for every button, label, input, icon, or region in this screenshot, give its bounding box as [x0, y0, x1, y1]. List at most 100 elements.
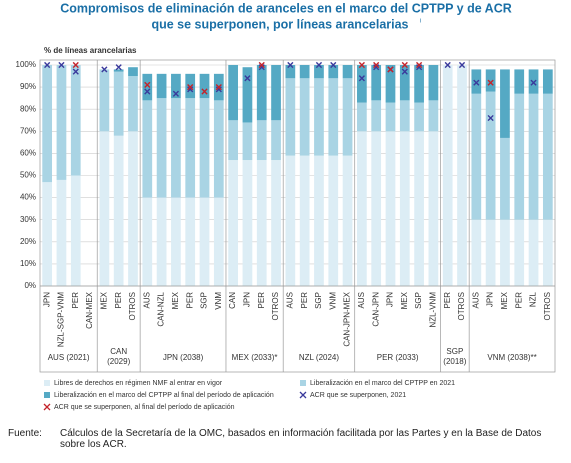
marker: [215, 86, 222, 93]
marker: [487, 79, 494, 86]
x-tick-label: PER: [514, 292, 523, 309]
x-tick-label: OTROS: [271, 292, 280, 320]
bar-segment: [471, 69, 482, 94]
bar-segment: [357, 102, 367, 132]
legend-label: Liberalización en el marco del CPTPP en …: [310, 380, 455, 387]
bar-segment: [171, 98, 181, 198]
bar-segment: [142, 73, 153, 101]
x-tick-label: SGP: [414, 292, 423, 309]
bar-segment: [256, 65, 267, 121]
marker: [530, 79, 537, 86]
bar-segment: [442, 65, 453, 286]
marker: [172, 90, 179, 97]
x-tick-label: OTROS: [128, 292, 137, 320]
bar-segment: [414, 65, 424, 103]
bar-segment: [128, 67, 138, 77]
bar-segment: [514, 69, 525, 94]
x-tick-label: CAN: [228, 292, 237, 309]
bar-segment: [471, 219, 482, 286]
bar-segment: [528, 219, 539, 286]
marker: [373, 64, 380, 71]
legend-swatch: [300, 380, 306, 386]
bar-segment: [514, 219, 525, 286]
x-tick-label: PER: [185, 292, 194, 309]
x-tick-label: AUS: [471, 292, 480, 308]
bar-segment: [500, 137, 510, 220]
bar-segment: [414, 102, 424, 132]
bar-segment: [314, 65, 324, 79]
marker: [358, 61, 365, 69]
bar-segment: [328, 65, 339, 79]
title-superscript: i: [420, 19, 421, 25]
x-tick-label: OTROS: [457, 292, 466, 320]
bar-segment: [271, 160, 281, 286]
x-tick-label: JPN: [486, 292, 495, 307]
bar-segment: [399, 65, 410, 101]
group-label: VNM (2038)**: [487, 353, 536, 362]
source-label: Fuente:: [8, 428, 42, 439]
bar-segment: [242, 67, 253, 123]
page: Compromisos de eliminación de aranceles …: [8, 1, 556, 450]
source-note: Fuente: Cálculos de la Secretaría de la O…: [8, 428, 564, 450]
y-tick-label: 80%: [20, 104, 36, 113]
bar-segment: [471, 93, 482, 220]
bar-segment: [256, 160, 267, 286]
bar-segment: [342, 78, 353, 156]
legend-label: ACR que se superponen, 2021: [310, 392, 406, 399]
bar-segment: [314, 78, 324, 156]
legend-label: Liberalización en el marco del CPTPP al …: [54, 392, 274, 399]
bar-segment: [285, 78, 296, 156]
bar-segment: [528, 93, 539, 220]
bar-segment: [70, 175, 81, 286]
bar-segment: [42, 182, 53, 286]
legend-label: Libres de derechos en régimen NMF al ent…: [54, 380, 223, 387]
bar-segment: [271, 65, 281, 121]
marker: [215, 84, 222, 91]
legend-swatch: [44, 392, 50, 398]
bar-segment: [385, 102, 396, 132]
bar-segment: [500, 69, 510, 138]
marker: [358, 75, 365, 82]
legend-swatch: [44, 380, 50, 386]
x-tick-label: CAN-JPN-MEX: [343, 291, 352, 346]
marker: [387, 66, 394, 73]
bar-segment: [156, 73, 167, 99]
marker: [144, 81, 151, 88]
group-label: NZL (2024): [299, 353, 340, 362]
bar-segment: [142, 100, 153, 198]
bar-segment: [428, 65, 439, 101]
bar-segment: [371, 100, 382, 132]
marker: [473, 79, 480, 86]
bar-segment: [485, 69, 496, 92]
y-tick-label: 70%: [20, 126, 36, 135]
marker: [115, 64, 122, 71]
bar-segment: [99, 69, 110, 132]
x-tick-label: VNM: [328, 292, 337, 310]
bar-segment: [142, 197, 153, 286]
x-tick-label: MEX: [500, 291, 509, 309]
y-tick-label: 20%: [20, 237, 36, 246]
bar-segment: [485, 219, 496, 286]
x-tick-label: PER: [71, 292, 80, 309]
bar-segment: [399, 100, 410, 132]
chart-title: que se superponen, por líneas arancelari…: [151, 17, 408, 31]
bar-segment: [185, 98, 196, 198]
bar-segment: [528, 69, 539, 94]
bar-segment: [314, 155, 324, 286]
bar-segment: [271, 120, 281, 161]
bar-segment: [242, 122, 253, 161]
bar-segment: [228, 160, 238, 286]
bar-segment: [371, 131, 382, 286]
bar-segment: [113, 71, 124, 136]
x-tick-label: MEX: [99, 291, 108, 309]
marker: [416, 64, 423, 71]
group-label: PER (2033): [377, 353, 419, 362]
bar-segment: [328, 155, 339, 286]
bar-segment: [56, 179, 67, 286]
x-tick-label: PER: [443, 292, 452, 309]
bar-segment: [256, 120, 267, 161]
x-tick-label: CAN-MEX: [85, 291, 94, 329]
x-tick-label: MEX: [400, 291, 409, 309]
bar-segment: [213, 197, 224, 286]
x-tick-label: JPN: [42, 292, 51, 307]
